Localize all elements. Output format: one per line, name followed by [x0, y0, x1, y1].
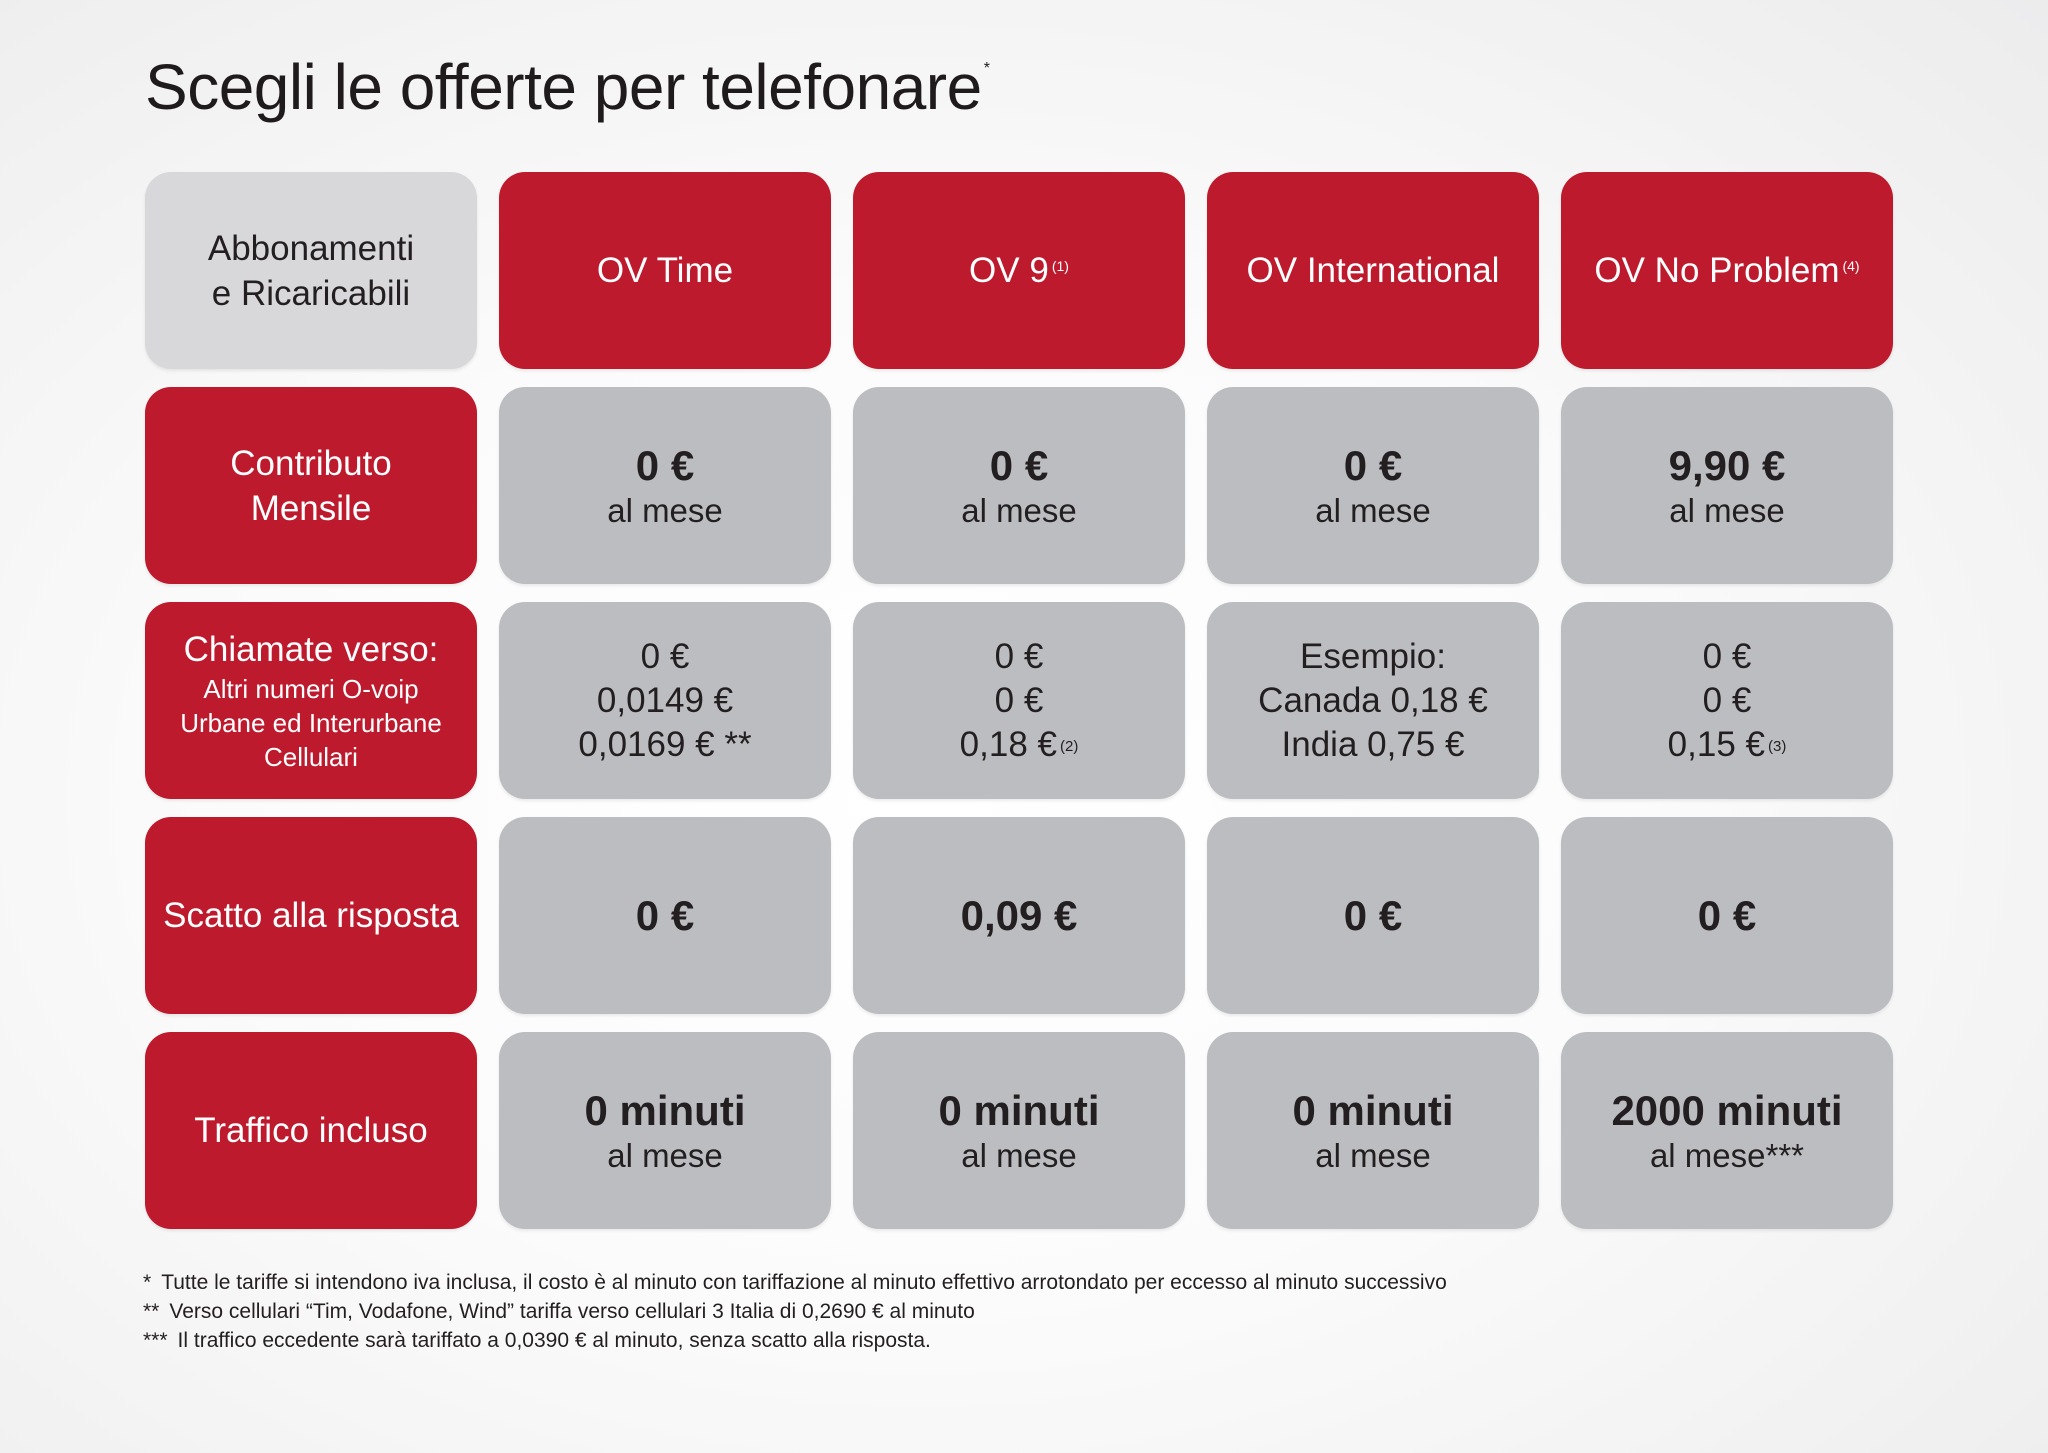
rate-note: (3) — [1767, 737, 1787, 755]
included-minutes: 2000 minuti — [1611, 1086, 1843, 1134]
plan-header-ov-time: OV Time — [499, 172, 831, 369]
traffico-cell: 0 minuti al mese — [853, 1032, 1185, 1229]
rate-ovoip: 0 € — [994, 636, 1044, 676]
chiamate-cell: Esempio: Canada 0,18 € India 0,75 € — [1207, 602, 1539, 799]
row-label-traffico: Traffico incluso — [145, 1032, 477, 1229]
title-footnote-mark: * — [983, 60, 990, 77]
plan-header-ov-no-problem: OV No Problem (4) — [1561, 172, 1893, 369]
offers-table: Abbonamenti e Ricaricabili OV Time OV 9(… — [145, 172, 1893, 1229]
traffico-cell: 2000 minuti al mese*** — [1561, 1032, 1893, 1229]
table-corner-header: Abbonamenti e Ricaricabili — [145, 172, 477, 369]
rate-canada: Canada 0,18 € — [1258, 680, 1488, 720]
footnote-mark: ** — [143, 1300, 160, 1323]
contributo-cell: 0 € al mese — [853, 387, 1185, 584]
included-minutes-unit: al mese — [961, 1136, 1077, 1174]
rate-landline: 0 € — [994, 680, 1044, 720]
included-minutes: 0 minuti — [584, 1086, 746, 1134]
row-label-scatto: Scatto alla risposta — [145, 817, 477, 1014]
rate-mobile: 0,0169 € ** — [578, 724, 752, 764]
traffico-cell: 0 minuti al mese — [499, 1032, 831, 1229]
plan-name: OV 9 — [969, 251, 1049, 290]
scatto-cell: 0 € — [499, 817, 831, 1014]
scatto-cell: 0,09 € — [853, 817, 1185, 1014]
plan-note: (4) — [1842, 258, 1860, 274]
monthly-fee-unit: al mese — [1669, 491, 1785, 529]
monthly-fee-unit: al mese — [1315, 491, 1431, 529]
included-minutes: 0 minuti — [1292, 1086, 1454, 1134]
chiamate-cell: 0 € 0 € 0,15 € (3) — [1561, 602, 1893, 799]
plan-name: OV Time — [596, 251, 734, 290]
plan-name: OV No Problem — [1594, 251, 1840, 290]
contributo-cell: 0 € al mese — [499, 387, 831, 584]
monthly-fee: 0 € — [1343, 441, 1403, 489]
monthly-fee: 0 € — [989, 441, 1049, 489]
traffico-cell: 0 minuti al mese — [1207, 1032, 1539, 1229]
plan-name: OV International — [1246, 251, 1500, 290]
footnote-text: Verso cellulari “Tim, Vodafone, Wind” ta… — [169, 1300, 975, 1323]
rate-ovoip: 0 € — [1702, 636, 1752, 676]
chiamate-cell: 0 € 0 € 0,18 € (2) — [853, 602, 1185, 799]
connection-fee: 0 € — [1343, 891, 1403, 939]
footnote-text: Tutte le tariffe si intendono iva inclus… — [161, 1271, 1447, 1294]
rate-mobile: 0,18 € (2) — [959, 724, 1079, 764]
connection-fee: 0,09 € — [960, 891, 1078, 939]
included-minutes-unit: al mese — [607, 1136, 723, 1174]
monthly-fee-unit: al mese — [607, 491, 723, 529]
rate-mobile: 0,15 € (3) — [1667, 724, 1787, 764]
row-label-chiamate: Chiamate verso: Altri numeri O-voip Urba… — [145, 602, 477, 799]
footnote: ** Verso cellulari “Tim, Vodafone, Wind” … — [143, 1297, 1447, 1326]
connection-fee: 0 € — [1697, 891, 1757, 939]
chiamate-cell: 0 € 0,0149 € 0,0169 € ** — [499, 602, 831, 799]
footnote: *** Il traffico eccedente sarà tariffato … — [143, 1326, 1447, 1355]
monthly-fee: 0 € — [635, 441, 695, 489]
rate-example-label: Esempio: — [1300, 636, 1446, 676]
scatto-cell: 0 € — [1207, 817, 1539, 1014]
footnote-text: Il traffico eccedente sarà tariffato a 0… — [177, 1329, 931, 1352]
contributo-cell: 9,90 € al mese — [1561, 387, 1893, 584]
rate-landline: 0 € — [1702, 680, 1752, 720]
included-minutes-unit: al mese — [1315, 1136, 1431, 1174]
row-label-contributo: Contributo Mensile — [145, 387, 477, 584]
rate-note: (2) — [1059, 737, 1079, 755]
rate-ovoip: 0 € — [640, 636, 690, 676]
included-minutes-unit: al mese*** — [1649, 1136, 1805, 1174]
footnote-mark: *** — [143, 1329, 168, 1352]
page-title: Scegli le offerte per telefonare * — [145, 51, 990, 123]
rate-india: India 0,75 € — [1281, 724, 1465, 764]
plan-header-ov-international: OV International — [1207, 172, 1539, 369]
footnote: * Tutte le tariffe si intendono iva inclu… — [143, 1268, 1447, 1297]
scatto-cell: 0 € — [1561, 817, 1893, 1014]
monthly-fee-unit: al mese — [961, 491, 1077, 529]
monthly-fee: 9,90 € — [1668, 441, 1786, 489]
contributo-cell: 0 € al mese — [1207, 387, 1539, 584]
footnotes: * Tutte le tariffe si intendono iva inclu… — [143, 1268, 1447, 1355]
plan-note: (1) — [1051, 258, 1069, 274]
included-minutes: 0 minuti — [938, 1086, 1100, 1134]
connection-fee: 0 € — [635, 891, 695, 939]
plan-header-ov-9: OV 9 (1) — [853, 172, 1185, 369]
rate-landline: 0,0149 € — [596, 680, 734, 720]
footnote-mark: * — [143, 1271, 152, 1294]
